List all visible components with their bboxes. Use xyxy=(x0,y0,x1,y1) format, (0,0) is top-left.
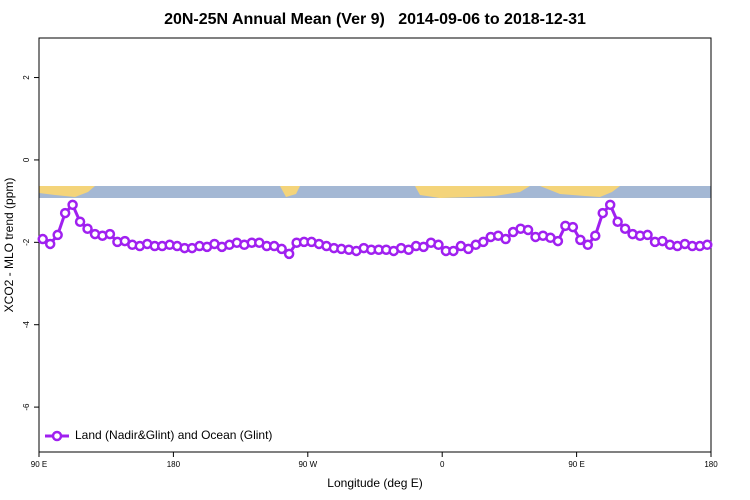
y-tick-label: -4 xyxy=(22,321,31,329)
data-point xyxy=(52,229,63,241)
x-tick-label: 90 E xyxy=(31,460,47,469)
x-tick-label: 180 xyxy=(704,460,718,469)
data-point xyxy=(642,229,653,241)
data-point xyxy=(619,223,631,234)
y-tick-label: -2 xyxy=(22,238,31,246)
y-axis-label: XCO2 - MLO trend (ppm) xyxy=(2,178,16,313)
data-point xyxy=(44,238,56,250)
data-point xyxy=(575,234,586,246)
legend-label: Land (Nadir&Glint) and Ocean (Glint) xyxy=(75,428,272,442)
data-point xyxy=(276,243,287,255)
x-axis-label: Longitude (deg E) xyxy=(327,476,422,490)
data-point xyxy=(74,216,86,227)
data-point xyxy=(463,243,474,255)
x-tick-label: 0 xyxy=(440,460,445,469)
x-tick-label: 180 xyxy=(167,460,181,469)
chart-title: 20N-25N Annual Mean (Ver 9) 2014-09-06 t… xyxy=(164,11,586,28)
data-point xyxy=(567,221,579,233)
data-point xyxy=(433,239,444,251)
data-point xyxy=(612,216,623,227)
data-point xyxy=(59,207,71,219)
y-tick-label: -6 xyxy=(22,403,31,411)
data-point xyxy=(283,248,295,260)
data-point xyxy=(418,241,429,253)
data-point xyxy=(582,239,594,251)
data-point xyxy=(702,239,713,251)
x-tick-label: 90 W xyxy=(298,460,317,469)
data-point xyxy=(552,235,564,247)
map-strip xyxy=(39,186,711,198)
data-point xyxy=(500,233,511,245)
y-tick-label: 2 xyxy=(22,75,31,80)
data-point xyxy=(590,230,601,241)
x-tick-label: 90 E xyxy=(568,460,584,469)
data-point xyxy=(478,236,489,248)
legend-marker xyxy=(51,430,63,442)
data-point xyxy=(82,223,93,234)
data-point xyxy=(104,228,116,240)
data-point xyxy=(67,199,78,211)
data-point xyxy=(37,233,48,245)
data-point xyxy=(522,224,534,236)
y-tick-label: 0 xyxy=(22,157,31,162)
data-point xyxy=(604,199,616,211)
data-point xyxy=(448,245,459,257)
data-point xyxy=(597,207,608,219)
